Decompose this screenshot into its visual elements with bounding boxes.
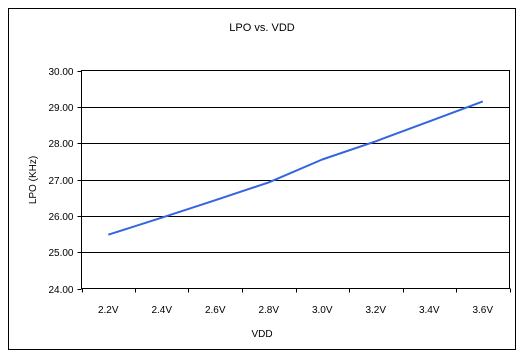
chart-title: LPO vs. VDD bbox=[229, 22, 294, 34]
x-tick-label-3: 2.8V bbox=[258, 305, 279, 316]
y-tick-label-4: 28.00 bbox=[48, 139, 73, 150]
x-tick-label-2: 2.6V bbox=[205, 305, 226, 316]
y-tick-label-6: 30.00 bbox=[48, 67, 73, 78]
chart-frame bbox=[8, 8, 516, 350]
x-tick-label-1: 2.4V bbox=[151, 305, 172, 316]
x-axis-label: VDD bbox=[251, 329, 272, 340]
y-axis-label: LPO (KHz) bbox=[28, 156, 39, 204]
y-tick-label-2: 26.00 bbox=[48, 212, 73, 223]
x-tick-label-7: 3.6V bbox=[472, 305, 493, 316]
y-tick-label-0: 24.00 bbox=[48, 285, 73, 296]
x-tick-label-6: 3.4V bbox=[419, 305, 440, 316]
x-axis-ticks: 2.2V 2.4V 2.6V 2.8V 3.0V 3.2V 3.4V 3.6V bbox=[82, 288, 511, 316]
series-line-0 bbox=[107, 100, 484, 236]
series-layer bbox=[107, 100, 484, 236]
y-tick-label-5: 29.00 bbox=[48, 103, 73, 114]
y-axis-ticks: 24.00 25.00 26.00 27.00 28.00 29.00 30.00 bbox=[48, 67, 82, 296]
y-tick-label-3: 27.00 bbox=[48, 176, 73, 187]
gridlines bbox=[81, 107, 510, 253]
y-tick-label-1: 25.00 bbox=[48, 248, 73, 259]
x-tick-label-0: 2.2V bbox=[98, 305, 119, 316]
x-tick-label-4: 3.0V bbox=[312, 305, 333, 316]
x-tick-label-5: 3.2V bbox=[365, 305, 386, 316]
plot-area bbox=[81, 70, 510, 289]
